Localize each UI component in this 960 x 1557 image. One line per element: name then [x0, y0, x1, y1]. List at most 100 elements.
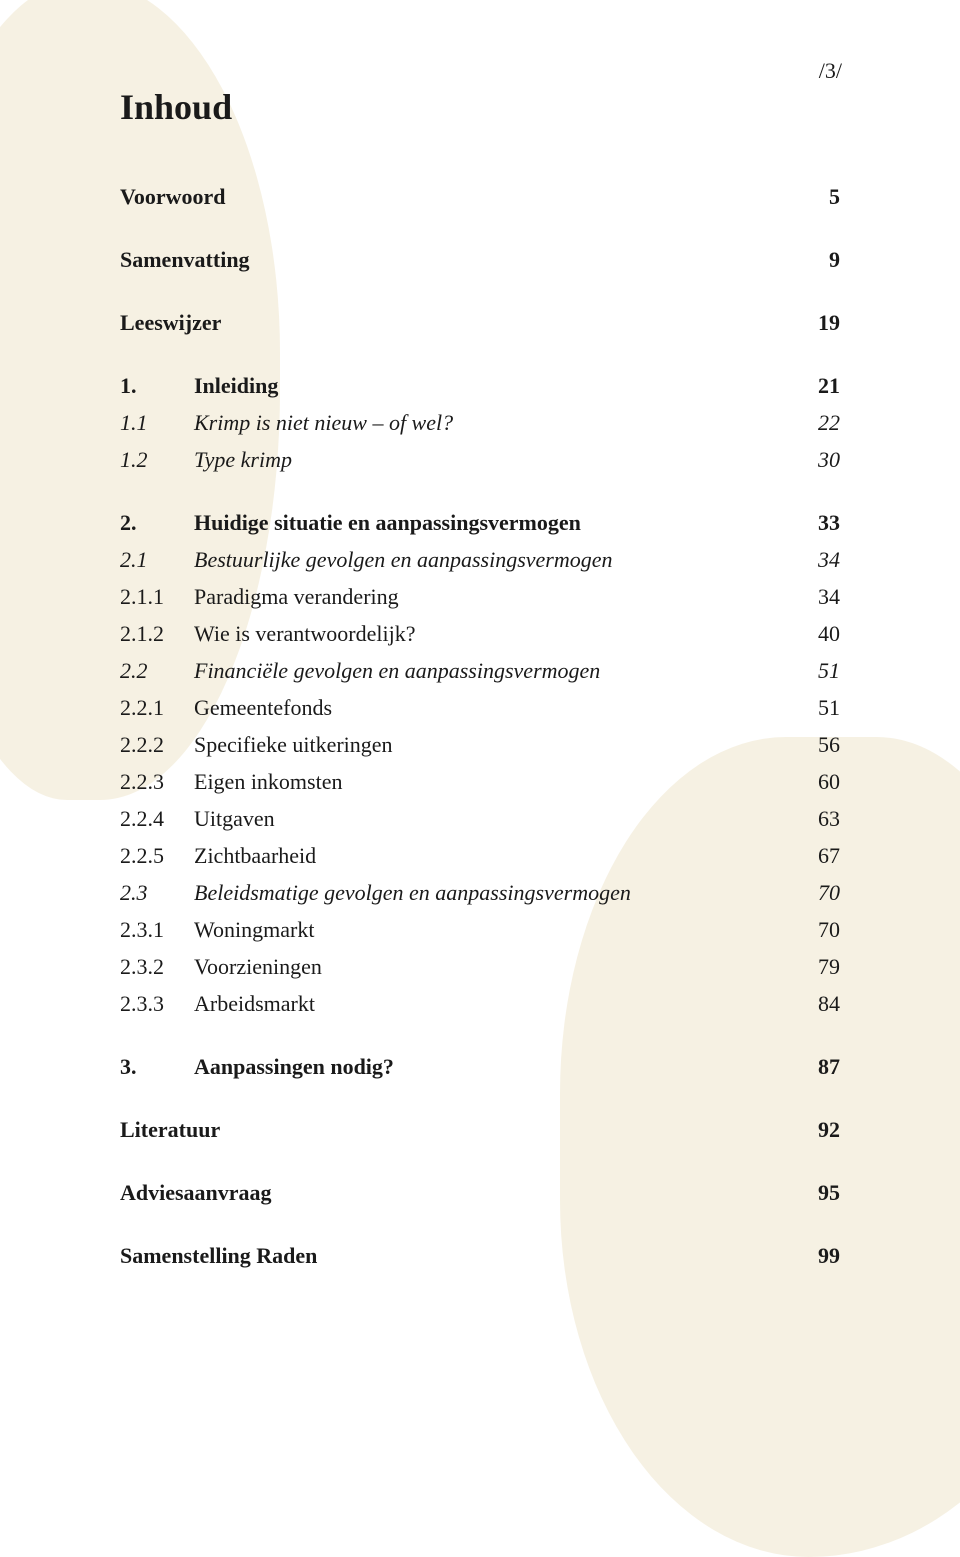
toc-entry-number: 2.2.2 — [120, 728, 194, 761]
toc-entry-page: 99 — [784, 1239, 840, 1272]
toc-row: 2.Huidige situatie en aanpassingsvermoge… — [120, 506, 840, 539]
toc-entry-page: 92 — [784, 1113, 840, 1146]
toc-entry-number: 2.1.2 — [120, 617, 194, 650]
toc-entry-page: 22 — [784, 406, 840, 439]
toc-entry-page: 51 — [784, 691, 840, 724]
toc-entry-number: 2. — [120, 506, 194, 539]
toc-entry-number: 2.3.2 — [120, 950, 194, 983]
toc-entry-label: Adviesaanvraag — [120, 1176, 784, 1209]
toc-entry-label: Voorwoord — [120, 180, 784, 213]
page-content: /3/ Inhoud Voorwoord5Samenvatting9Leeswi… — [0, 0, 960, 1332]
toc-entry-number: 2.2.5 — [120, 839, 194, 872]
toc-entry-label: Type krimp — [194, 443, 784, 476]
toc-row: Adviesaanvraag95 — [120, 1176, 840, 1209]
toc-spacer — [120, 1209, 840, 1239]
toc-entry-page: 34 — [784, 580, 840, 613]
toc-entry-label: Krimp is niet nieuw – of wel? — [194, 406, 784, 439]
toc-row: 2.1.1Paradigma verandering34 — [120, 580, 840, 613]
toc-entry-label: Literatuur — [120, 1113, 784, 1146]
toc-entry-page: 87 — [784, 1050, 840, 1083]
toc-entry-page: 30 — [784, 443, 840, 476]
toc-entry-label: Bestuurlijke gevolgen en aanpassingsverm… — [194, 543, 784, 576]
page-title: Inhoud — [120, 86, 840, 128]
toc-entry-page: 21 — [784, 369, 840, 402]
toc-row: Literatuur92 — [120, 1113, 840, 1146]
toc-entry-label: Eigen inkomsten — [194, 765, 784, 798]
toc-row: 2.3.2Voorzieningen79 — [120, 950, 840, 983]
toc-spacer — [120, 276, 840, 306]
toc-spacer — [120, 1083, 840, 1113]
toc-row: 2.3Beleidsmatige gevolgen en aanpassings… — [120, 876, 840, 909]
toc-entry-label: Uitgaven — [194, 802, 784, 835]
toc-entry-label: Inleiding — [194, 369, 784, 402]
toc-entry-page: 51 — [784, 654, 840, 687]
toc-entry-page: 33 — [784, 506, 840, 539]
toc-entry-page: 63 — [784, 802, 840, 835]
toc-entry-page: 70 — [784, 913, 840, 946]
toc-entry-label: Paradigma verandering — [194, 580, 784, 613]
toc-entry-page: 40 — [784, 617, 840, 650]
toc-entry-page: 56 — [784, 728, 840, 761]
toc-row: 3.Aanpassingen nodig?87 — [120, 1050, 840, 1083]
toc-entry-page: 5 — [784, 180, 840, 213]
toc-row: 2.2.1Gemeentefonds51 — [120, 691, 840, 724]
toc-entry-page: 84 — [784, 987, 840, 1020]
toc-entry-label: Financiële gevolgen en aanpassingsvermog… — [194, 654, 784, 687]
toc-entry-label: Specifieke uitkeringen — [194, 728, 784, 761]
toc-entry-number: 2.2.4 — [120, 802, 194, 835]
toc-row: 2.3.3Arbeidsmarkt84 — [120, 987, 840, 1020]
toc-row: Samenvatting9 — [120, 243, 840, 276]
toc-entry-label: Wie is verantwoordelijk? — [194, 617, 784, 650]
toc-entry-label: Woningmarkt — [194, 913, 784, 946]
toc-entry-label: Huidige situatie en aanpassingsvermogen — [194, 506, 784, 539]
toc-row: 2.2.5Zichtbaarheid67 — [120, 839, 840, 872]
toc-entry-number: 1. — [120, 369, 194, 402]
toc-entry-page: 19 — [784, 306, 840, 339]
toc-entry-label: Aanpassingen nodig? — [194, 1050, 784, 1083]
toc-entry-label: Zichtbaarheid — [194, 839, 784, 872]
toc-spacer — [120, 339, 840, 369]
toc-row: 2.1Bestuurlijke gevolgen en aanpassingsv… — [120, 543, 840, 576]
page-number: /3/ — [819, 58, 842, 84]
toc-entry-label: Samenvatting — [120, 243, 784, 276]
toc-entry-number: 2.2 — [120, 654, 194, 687]
toc-row: 1.2Type krimp30 — [120, 443, 840, 476]
toc-row: Voorwoord5 — [120, 180, 840, 213]
toc-row: 2.3.1Woningmarkt70 — [120, 913, 840, 946]
toc-entry-number: 3. — [120, 1050, 194, 1083]
toc-entry-page: 79 — [784, 950, 840, 983]
toc-spacer — [120, 1020, 840, 1050]
toc-entry-page: 60 — [784, 765, 840, 798]
toc-entry-number: 2.2.1 — [120, 691, 194, 724]
toc-entry-number: 1.2 — [120, 443, 194, 476]
toc-entry-number: 2.1.1 — [120, 580, 194, 613]
toc-entry-label: Samenstelling Raden — [120, 1239, 784, 1272]
toc-entry-label: Voorzieningen — [194, 950, 784, 983]
toc-entry-label: Leeswijzer — [120, 306, 784, 339]
toc-entry-number: 2.3.1 — [120, 913, 194, 946]
toc-entry-label: Gemeentefonds — [194, 691, 784, 724]
toc-row: Leeswijzer19 — [120, 306, 840, 339]
toc-row: 2.2.4Uitgaven63 — [120, 802, 840, 835]
toc-spacer — [120, 476, 840, 506]
toc-entry-number: 2.2.3 — [120, 765, 194, 798]
toc-row: 2.2.2Specifieke uitkeringen56 — [120, 728, 840, 761]
toc-entry-label: Arbeidsmarkt — [194, 987, 784, 1020]
toc-spacer — [120, 1146, 840, 1176]
toc-entry-number: 1.1 — [120, 406, 194, 439]
toc-entry-page: 70 — [784, 876, 840, 909]
table-of-contents: Voorwoord5Samenvatting9Leeswijzer191.Inl… — [120, 180, 840, 1272]
toc-entry-number: 2.1 — [120, 543, 194, 576]
toc-row: 1.1Krimp is niet nieuw – of wel?22 — [120, 406, 840, 439]
toc-entry-page: 95 — [784, 1176, 840, 1209]
toc-row: 2.2Financiële gevolgen en aanpassingsver… — [120, 654, 840, 687]
toc-row: 2.2.3Eigen inkomsten60 — [120, 765, 840, 798]
toc-row: Samenstelling Raden99 — [120, 1239, 840, 1272]
toc-entry-label: Beleidsmatige gevolgen en aanpassingsver… — [194, 876, 784, 909]
toc-row: 2.1.2Wie is verantwoordelijk?40 — [120, 617, 840, 650]
toc-entry-number: 2.3 — [120, 876, 194, 909]
toc-row: 1.Inleiding21 — [120, 369, 840, 402]
toc-entry-page: 34 — [784, 543, 840, 576]
toc-entry-page: 9 — [784, 243, 840, 276]
toc-spacer — [120, 213, 840, 243]
